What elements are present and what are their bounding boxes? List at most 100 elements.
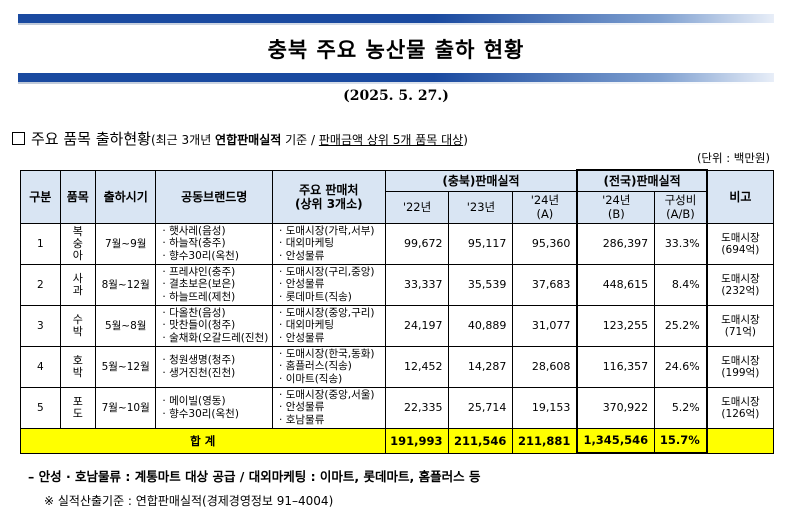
title-bar-bottom-shadow [18, 82, 774, 84]
total-label: 합 계 [20, 427, 386, 454]
header-y23: '23년 [448, 190, 514, 224]
title-bar-bottom [18, 73, 774, 82]
row-item: 호 박 [59, 345, 96, 388]
row-y23: 35,539 [448, 263, 514, 306]
row-y22: 33,337 [384, 263, 450, 306]
row-period: 5월~8월 [94, 304, 157, 347]
row-period: 7월~9월 [94, 222, 157, 265]
header-item: 품목 [59, 169, 96, 224]
header-chungbuk: (충북)판매실적 [384, 169, 578, 192]
total-y24a: 211,881 [512, 427, 578, 454]
row-buyers: · 도매시장(구리,중앙) · 안성물류 · 롯데마트(직송) [272, 263, 386, 306]
row-y23: 40,889 [448, 304, 514, 347]
row-note: 도매시장 (199억) [706, 345, 774, 388]
checkbox-square-icon [12, 132, 25, 145]
total-y22: 191,993 [384, 427, 450, 454]
row-ratio: 8.4% [654, 263, 708, 306]
row-period: 7월~10월 [94, 386, 157, 429]
title-bar-top-shadow [18, 23, 774, 25]
section-note-underline: 판매금액 상위 5개 품목 대상 [318, 133, 464, 147]
row-y23: 14,287 [448, 345, 514, 388]
row-item: 사 과 [59, 263, 96, 306]
row-brands: · 메이빌(영동) · 향수30리(옥천) [155, 386, 274, 429]
row-buyers: · 도매시장(가락,서부) · 대외마케팅 · 안성물류 [272, 222, 386, 265]
page-title: 충북 주요 농산물 출하 현황 [267, 38, 525, 62]
row-note: 도매시장 (126억) [706, 386, 774, 429]
section-note-mid: 기준 / [281, 133, 319, 147]
row-y24b: 370,922 [576, 386, 656, 429]
total-row: 합 계 191,993 211,546 211,881 1,345,546 15… [20, 427, 774, 454]
row-buyers: · 도매시장(한국,동화) · 홈플러스(직송) · 이마트(직송) [272, 345, 386, 388]
row-note: 도매시장 (694억) [706, 222, 774, 265]
row-brands: · 다올찬(음성) · 맛찬들이(청주) · 술채화(오갈드레(진천) [155, 304, 274, 347]
row-brands: · 햇사레(음성) · 하늘작(충주) · 향수30리(옥천) [155, 222, 274, 265]
row-y24a: 28,608 [512, 345, 578, 388]
row-number: 5 [20, 386, 61, 429]
total-y23: 211,546 [448, 427, 514, 454]
row-ratio: 25.2% [654, 304, 708, 347]
row-item: 포 도 [59, 386, 96, 429]
row-brands: · 청원생명(청주) · 생거진천(진천) [155, 345, 274, 388]
section-note: (최근 3개년 연합판매실적 기준 / 판매금액 상위 5개 품목 대상) [151, 133, 468, 147]
row-number: 1 [20, 222, 61, 265]
row-y24b: 116,357 [576, 345, 656, 388]
row-y22: 24,197 [384, 304, 450, 347]
header-gubun: 구분 [20, 169, 61, 224]
row-note: 도매시장 (232억) [706, 263, 774, 306]
row-y24b: 123,255 [576, 304, 656, 347]
total-note [706, 427, 774, 454]
row-y23: 25,714 [448, 386, 514, 429]
header-brand: 공동브랜드명 [155, 169, 274, 224]
title-bar-top [18, 14, 774, 23]
row-y24a: 37,683 [512, 263, 578, 306]
footnote-basis: ※ 실적산출기준 : 연합판매실적(경제경영정보 91–4004) [44, 494, 334, 508]
header-note: 비고 [706, 169, 774, 224]
footnote-logistics: – 안성 · 호남물류 : 계통마트 대상 공급 / 대외마케팅 : 이마트, … [28, 469, 481, 484]
row-ratio: 33.3% [654, 222, 708, 265]
section-note-open: (최근 3개년 [150, 133, 216, 147]
row-period: 5월~12월 [94, 345, 157, 388]
section-note-close: ) [463, 133, 468, 147]
report-date: (2025. 5. 27.) [343, 88, 449, 104]
row-y24a: 31,077 [512, 304, 578, 347]
header-y22: '22년 [384, 190, 450, 224]
row-y23: 95,117 [448, 222, 514, 265]
header-y24a: '24년 (A) [512, 190, 578, 224]
header-y24b: '24년 (B) [576, 190, 656, 224]
row-y22: 22,335 [384, 386, 450, 429]
row-note: 도매시장 (71억) [706, 304, 774, 347]
row-ratio: 24.6% [654, 345, 708, 388]
row-y24b: 286,397 [576, 222, 656, 265]
row-y24b: 448,615 [576, 263, 656, 306]
row-brands: · 프레샤인(충주) · 결초보은(보은) · 하늘뜨레(제천) [155, 263, 274, 306]
row-buyers: · 도매시장(중앙,서울) · 안성물류 · 호남물류 [272, 386, 386, 429]
unit-label: (단위 : 백만원) [696, 151, 770, 165]
row-item: 수 박 [59, 304, 96, 347]
total-ratio: 15.7% [654, 427, 708, 454]
row-period: 8월~12월 [94, 263, 157, 306]
header-national: (전국)판매실적 [576, 169, 708, 192]
header-buyer: 주요 판매처 (상위 3개소) [272, 169, 386, 224]
row-number: 2 [20, 263, 61, 306]
row-y22: 12,452 [384, 345, 450, 388]
row-item: 복 숭 아 [59, 222, 96, 265]
total-y24b: 1,345,546 [576, 427, 656, 454]
header-ratio: 구성비 (A/B) [654, 190, 708, 224]
row-y22: 99,672 [384, 222, 450, 265]
row-ratio: 5.2% [654, 386, 708, 429]
row-buyers: · 도매시장(중앙,구리) · 대외마케팅 · 안성물류 [272, 304, 386, 347]
row-number: 4 [20, 345, 61, 388]
section-heading: 주요 품목 출하현황(최근 3개년 연합판매실적 기준 / 판매금액 상위 5개… [12, 128, 468, 149]
section-note-bold: 연합판매실적 [215, 133, 282, 147]
row-y24a: 95,360 [512, 222, 578, 265]
row-y24a: 19,153 [512, 386, 578, 429]
header-period: 출하시기 [94, 169, 157, 224]
section-title: 주요 품목 출하현황 [31, 130, 151, 148]
shipment-table: 구분 품목 출하시기 공동브랜드명 주요 판매처 (상위 3개소) (충북)판매… [20, 169, 774, 454]
row-number: 3 [20, 304, 61, 347]
